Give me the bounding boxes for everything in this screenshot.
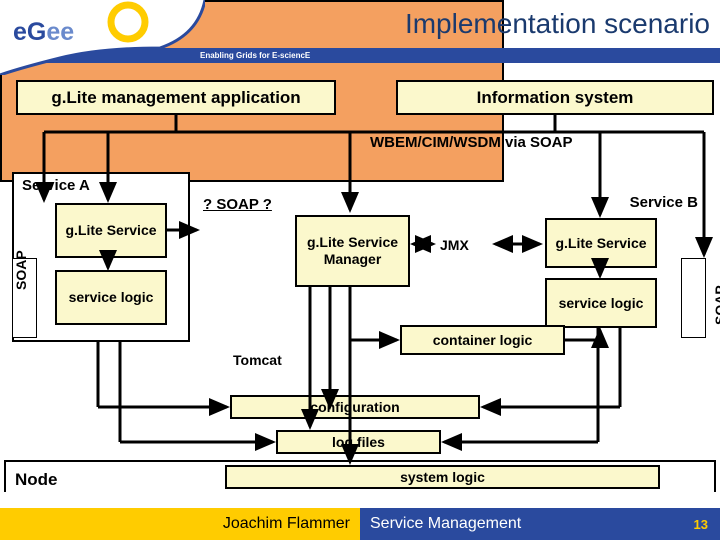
footer: Joachim Flammer Service Management — [0, 508, 720, 540]
box-glite-service-manager: g.Lite Service Manager — [295, 215, 410, 287]
logo-text: eGee — [13, 18, 74, 47]
box-log-files: log files — [276, 430, 441, 454]
label-soap-a: SOAP — [13, 250, 29, 290]
footer-topic: Service Management — [360, 508, 720, 540]
box-configuration: configuration — [230, 395, 480, 419]
service-b-label: Service B — [630, 194, 698, 211]
box-glite-service-a: g.Lite Service — [55, 203, 167, 258]
label-soap-question: ? SOAP ? — [203, 196, 272, 213]
box-mgmt-app: g.Lite management application — [16, 80, 336, 115]
box-glite-service-b: g.Lite Service — [545, 218, 657, 268]
label-soap-b: SOAP — [712, 285, 720, 325]
footer-author: Joachim Flammer — [0, 508, 360, 540]
box-info-system: Information system — [396, 80, 714, 115]
label-node: Node — [15, 470, 58, 490]
box-container-logic: container logic — [400, 325, 565, 355]
node-border — [4, 460, 716, 492]
label-tomcat: Tomcat — [233, 352, 282, 368]
label-jmx: JMX — [440, 237, 469, 253]
label-wbem: WBEM/CIM/WSDM via SOAP — [370, 134, 573, 151]
box-soap-b — [681, 258, 706, 338]
box-service-logic-a: service logic — [55, 270, 167, 325]
box-service-logic-b: service logic — [545, 278, 657, 328]
page-title: Implementation scenario — [405, 8, 710, 40]
page-number: 13 — [694, 517, 708, 532]
service-a-label: Service A — [22, 177, 90, 194]
